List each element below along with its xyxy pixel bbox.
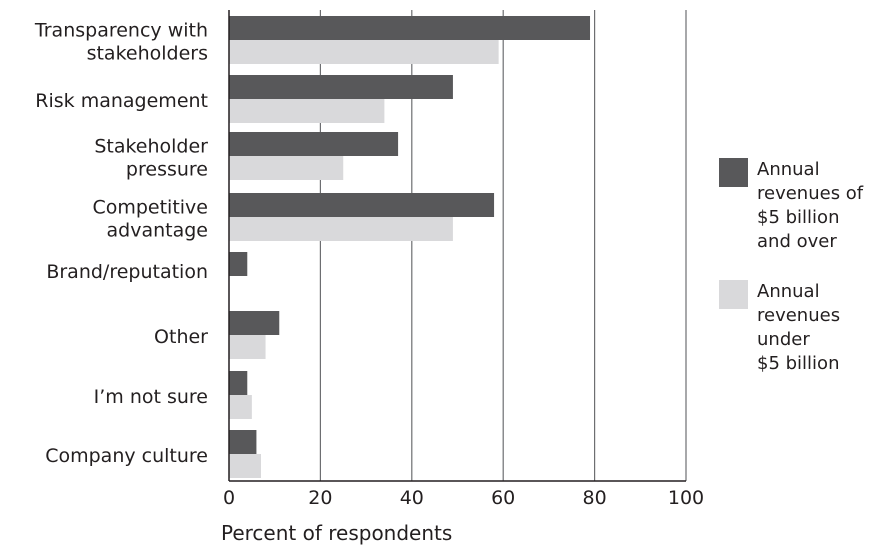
- bar-small-2: [229, 156, 344, 180]
- bar-small-1: [229, 99, 385, 123]
- category-label-7: Company culture: [45, 445, 208, 467]
- legend-label-1: Annual revenues under $5 billion: [757, 281, 840, 374]
- bars: [229, 16, 591, 478]
- bar-small-7: [229, 454, 261, 478]
- x-tick-labels: 0 20 40 60 80 100: [223, 487, 704, 509]
- bar-small-0: [229, 40, 499, 64]
- bar-large-0: [229, 16, 591, 40]
- bar-small-6: [229, 395, 252, 419]
- bar-small-5: [229, 335, 266, 359]
- category-label-1: Risk management: [35, 90, 208, 112]
- x-tick-20: 20: [308, 487, 332, 509]
- category-label-0: Transparency with stakeholders: [34, 20, 208, 65]
- bar-large-7: [229, 430, 257, 454]
- legend-swatch-0: [719, 158, 748, 187]
- bar-large-1: [229, 75, 453, 99]
- category-label-4: Brand/reputation: [46, 261, 208, 283]
- x-tick-40: 40: [400, 487, 424, 509]
- category-label-6: I’m not sure: [94, 386, 208, 408]
- x-tick-60: 60: [491, 487, 515, 509]
- legend-swatch-1: [719, 280, 748, 309]
- x-tick-0: 0: [223, 487, 235, 509]
- legend: Annual revenues of $5 billion and over Annua…: [719, 158, 864, 374]
- x-tick-80: 80: [583, 487, 607, 509]
- x-axis-title: Percent of respondents: [221, 521, 452, 545]
- bar-large-3: [229, 193, 495, 217]
- category-label-2: Stakeholder pressure: [94, 136, 208, 181]
- bar-large-4: [229, 252, 248, 276]
- bar-large-6: [229, 371, 248, 395]
- category-label-5: Other: [154, 326, 208, 348]
- bar-large-5: [229, 311, 280, 335]
- category-label-3: Competitive advantage: [92, 197, 208, 242]
- x-tick-100: 100: [668, 487, 704, 509]
- bar-large-2: [229, 132, 399, 156]
- legend-label-0: Annual revenues of $5 billion and over: [757, 159, 864, 252]
- category-labels: Transparency with stakeholders Risk manage…: [34, 20, 208, 468]
- bar-small-3: [229, 217, 453, 241]
